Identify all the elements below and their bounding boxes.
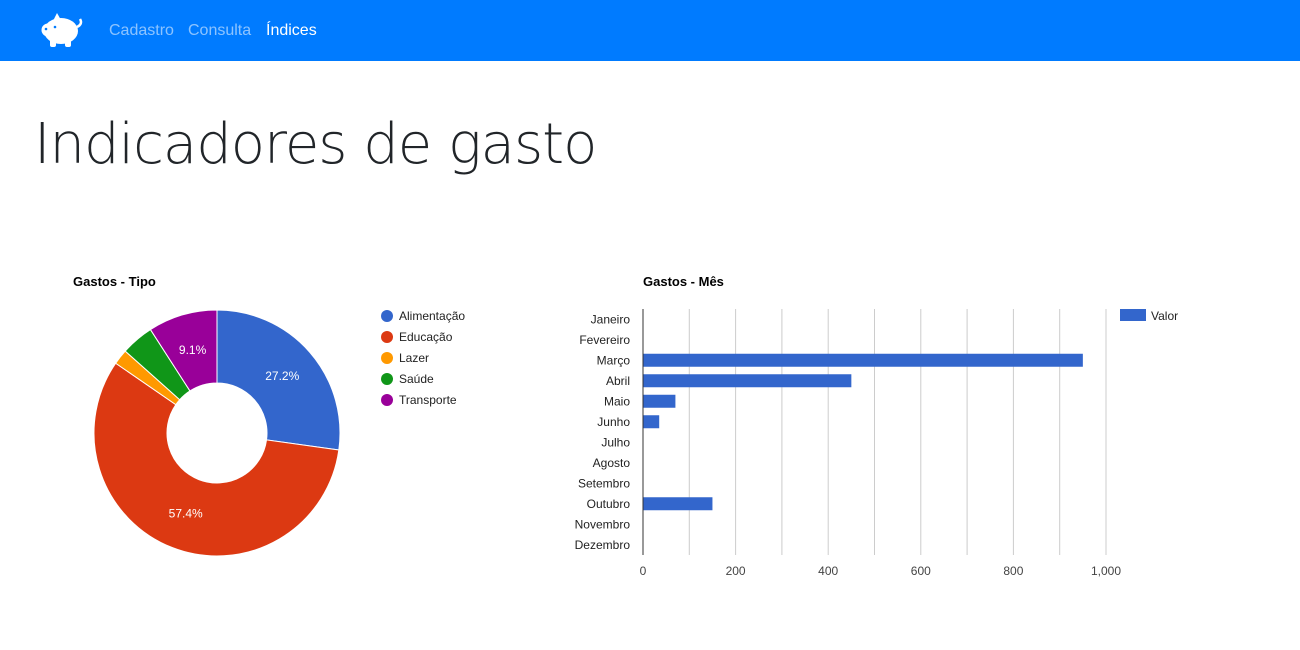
legend-marker (381, 310, 393, 322)
bar-2[interactable] (643, 353, 1083, 367)
x-tick-label: 0 (640, 564, 647, 578)
bar-chart: 0 200 400 600 800 1,000 Janeiro Fevereiro Março A… (575, 309, 1178, 578)
y-tick-label: Outubro (587, 497, 631, 511)
y-tick-label: Dezembro (575, 538, 631, 552)
pie-slice-0[interactable] (216, 309, 341, 451)
bar-3[interactable] (643, 374, 852, 388)
y-tick-label: Setembro (578, 476, 630, 490)
y-tick-label: Julho (601, 435, 630, 449)
legend-marker (1120, 309, 1146, 321)
nav-link-cadastro[interactable]: Cadastro (109, 22, 174, 39)
x-tick-label: 1,000 (1091, 564, 1121, 578)
y-tick-label: Março (597, 353, 631, 367)
y-tick-label: Novembro (575, 517, 631, 531)
legend-marker (381, 352, 393, 364)
pie-slice-label: 57.4% (169, 507, 203, 521)
bar-9[interactable] (643, 497, 713, 511)
legend-marker (381, 373, 393, 385)
bar-4[interactable] (643, 394, 676, 408)
legend-label: Alimentação (399, 309, 465, 323)
piggy-bank-icon[interactable] (38, 10, 84, 50)
y-tick-label: Fevereiro (579, 333, 630, 347)
legend-marker (381, 394, 393, 406)
nav-link-consulta[interactable]: Consulta (188, 22, 252, 39)
y-tick-label: Abril (606, 374, 630, 388)
y-tick-label: Janeiro (591, 312, 631, 326)
legend-label: Educação (399, 330, 453, 344)
x-tick-label: 200 (726, 564, 746, 578)
y-tick-label: Maio (604, 394, 630, 408)
legend-label: Saúde (399, 372, 434, 386)
x-tick-label: 400 (818, 564, 838, 578)
bar-5[interactable] (643, 415, 660, 429)
legend-label: Transporte (399, 393, 457, 407)
pie-slice-4[interactable] (149, 309, 218, 392)
pie-slice-label: 9.1% (179, 343, 207, 357)
legend-marker (381, 331, 393, 343)
pie-slice-label: 27.2% (265, 369, 299, 383)
pie-chart: 27.2% Alimentação 57.4% Educação Lazer Saúde 9… (93, 309, 465, 557)
pie-slice-1[interactable] (93, 362, 340, 557)
x-tick-label: 800 (1003, 564, 1023, 578)
nav-link-indices[interactable]: Índices (266, 22, 317, 39)
bar-chart-title: Gastos - Mês (643, 274, 724, 289)
y-tick-label: Agosto (593, 456, 631, 470)
legend-label: Valor (1151, 309, 1178, 323)
y-tick-label: Junho (597, 415, 630, 429)
pie-chart-title: Gastos - Tipo (73, 274, 156, 289)
page-title: Indicadores de gasto (34, 112, 597, 177)
legend-label: Lazer (399, 351, 429, 365)
navbar: Cadastro Consulta Índices (0, 0, 1300, 61)
x-tick-label: 600 (911, 564, 931, 578)
